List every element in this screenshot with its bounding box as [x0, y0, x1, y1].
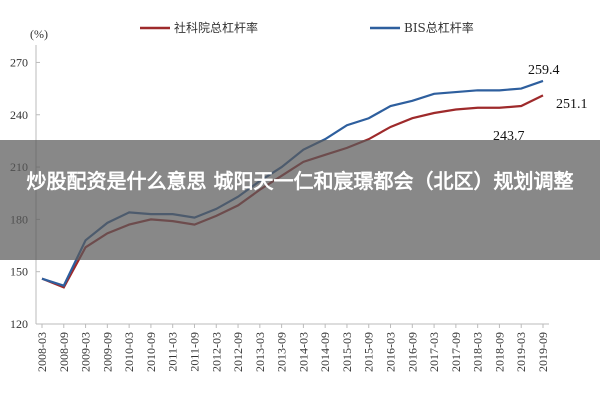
legend-label: BIS总杠杆率	[404, 20, 474, 35]
x-tick-label: 2019-03	[514, 332, 528, 372]
x-tick-label: 2008-09	[57, 332, 71, 372]
y-tick-label: 120	[10, 317, 28, 331]
x-tick-label: 2014-09	[318, 332, 332, 372]
x-tick-label: 2018-03	[471, 332, 485, 372]
x-tick-label: 2019-09	[536, 332, 550, 372]
x-tick-label: 2015-09	[362, 332, 376, 372]
x-tick-label: 2012-03	[209, 332, 223, 372]
legend-label: 社科院总杠杆率	[174, 20, 258, 35]
x-tick-label: 2008-03	[35, 332, 49, 372]
y-tick-label: 240	[10, 108, 28, 122]
x-tick-label: 2011-03	[166, 332, 180, 372]
y-tick-label: 270	[10, 55, 28, 69]
x-tick-label: 2009-09	[100, 332, 114, 372]
x-tick-label: 2014-03	[296, 332, 310, 372]
overlay-banner: 炒股配资是什么意思 城阳天一仁和宸璟都会（北区）规划调整	[0, 140, 600, 260]
annotation: 251.1	[556, 97, 588, 112]
x-tick-label: 2015-03	[340, 332, 354, 372]
x-tick-label: 2010-03	[122, 332, 136, 372]
x-tick-label: 2011-09	[187, 332, 201, 372]
x-tick-label: 2018-09	[492, 332, 506, 372]
y-unit: (%)	[30, 27, 48, 41]
y-tick-label: 150	[10, 265, 28, 279]
x-tick-label: 2017-09	[449, 332, 463, 372]
banner-text: 炒股配资是什么意思 城阳天一仁和宸璟都会（北区）规划调整	[26, 169, 574, 193]
x-tick-label: 2017-03	[427, 332, 441, 372]
x-tick-label: 2013-03	[253, 332, 267, 372]
x-tick-label: 2016-03	[384, 332, 398, 372]
x-tick-label: 2013-09	[275, 332, 289, 372]
x-tick-label: 2016-09	[405, 332, 419, 372]
x-tick-label: 2009-03	[79, 332, 93, 372]
x-tick-label: 2012-09	[231, 332, 245, 372]
annotation: 259.4	[528, 63, 560, 78]
x-tick-label: 2010-09	[144, 332, 158, 372]
